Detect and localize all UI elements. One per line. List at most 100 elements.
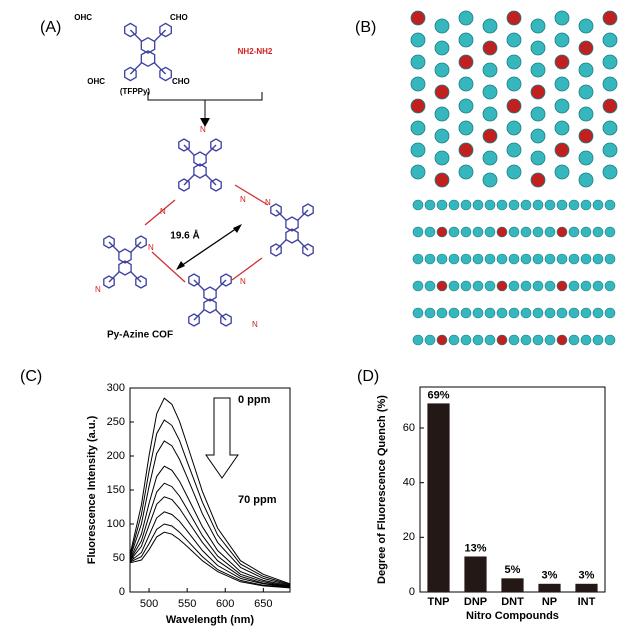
atom bbox=[578, 18, 594, 34]
atom bbox=[458, 164, 474, 180]
atom bbox=[434, 84, 450, 100]
atom bbox=[554, 120, 570, 136]
atom bbox=[484, 280, 496, 292]
atom bbox=[482, 106, 498, 122]
bond bbox=[193, 309, 205, 321]
ring bbox=[140, 50, 156, 68]
atom bbox=[410, 142, 426, 158]
atom bbox=[496, 280, 508, 292]
ring bbox=[103, 275, 115, 289]
bond bbox=[297, 209, 309, 221]
x-tick-label: 600 bbox=[216, 598, 234, 610]
atom bbox=[554, 76, 570, 92]
atom bbox=[602, 76, 618, 92]
atom bbox=[482, 18, 498, 34]
atom bbox=[592, 253, 604, 265]
ring bbox=[140, 36, 156, 54]
atom bbox=[472, 307, 484, 319]
atom bbox=[472, 226, 484, 238]
atom bbox=[410, 164, 426, 180]
atom-label: N bbox=[265, 198, 271, 207]
atom bbox=[544, 280, 556, 292]
scheme-text: CHO bbox=[170, 13, 188, 22]
atom bbox=[568, 253, 580, 265]
scheme-text: Py-Azine COF bbox=[107, 330, 173, 341]
atom-label: N bbox=[95, 285, 101, 294]
x-tick-label: DNP bbox=[464, 596, 487, 608]
atom bbox=[458, 98, 474, 114]
atom bbox=[544, 253, 556, 265]
atom bbox=[592, 226, 604, 238]
value-label: 3% bbox=[542, 570, 558, 582]
atom bbox=[530, 172, 546, 188]
atom bbox=[580, 307, 592, 319]
atom bbox=[604, 334, 616, 346]
atom bbox=[436, 253, 448, 265]
bar bbox=[575, 583, 598, 592]
y-tick-label: 150 bbox=[107, 484, 125, 496]
atom bbox=[530, 128, 546, 144]
atom bbox=[412, 334, 424, 346]
bar bbox=[538, 583, 561, 592]
atom bbox=[554, 10, 570, 26]
bond bbox=[215, 279, 227, 291]
atom bbox=[472, 199, 484, 211]
atom bbox=[460, 307, 472, 319]
atom bbox=[520, 334, 532, 346]
atom bbox=[424, 307, 436, 319]
atom bbox=[436, 307, 448, 319]
atom bbox=[556, 199, 568, 211]
atom bbox=[484, 307, 496, 319]
atom bbox=[508, 226, 520, 238]
atom bbox=[410, 10, 426, 26]
atom bbox=[580, 226, 592, 238]
ring bbox=[203, 286, 217, 302]
atom bbox=[532, 199, 544, 211]
atom bbox=[580, 253, 592, 265]
ring bbox=[270, 243, 282, 257]
bond bbox=[297, 239, 309, 251]
atom bbox=[520, 253, 532, 265]
bar bbox=[464, 556, 487, 592]
atom bbox=[448, 226, 460, 238]
atom bbox=[482, 84, 498, 100]
scheme-text: CHO bbox=[172, 77, 190, 86]
y-tick-label: 250 bbox=[107, 416, 125, 428]
atom-label: N bbox=[148, 243, 154, 252]
y-tick-label: 200 bbox=[107, 450, 125, 462]
atom bbox=[412, 253, 424, 265]
arrowhead bbox=[176, 224, 242, 270]
atom bbox=[472, 334, 484, 346]
atom bbox=[580, 334, 592, 346]
atom bbox=[520, 280, 532, 292]
atom bbox=[496, 199, 508, 211]
line-series bbox=[129, 496, 291, 588]
decoration bbox=[103, 10, 618, 346]
atom bbox=[410, 54, 426, 70]
line-series bbox=[129, 397, 291, 585]
atom bbox=[530, 62, 546, 78]
atom bbox=[554, 98, 570, 114]
y-axis-label: Fluorescence Intensity (a.u.) bbox=[86, 415, 98, 564]
atom bbox=[412, 280, 424, 292]
scheme-text: 19.6 Å bbox=[170, 229, 199, 242]
ring bbox=[210, 178, 222, 192]
atom bbox=[434, 40, 450, 56]
atom bbox=[554, 54, 570, 70]
y-tick-label: 40 bbox=[403, 477, 415, 489]
atom bbox=[568, 199, 580, 211]
atom bbox=[460, 199, 472, 211]
ring bbox=[135, 235, 147, 249]
y-tick-label: 50 bbox=[113, 552, 125, 564]
atom bbox=[424, 334, 436, 346]
bond bbox=[183, 144, 195, 156]
ring bbox=[203, 298, 217, 314]
atom bbox=[506, 98, 522, 114]
atom bbox=[434, 106, 450, 122]
atom bbox=[578, 84, 594, 100]
value-label: 3% bbox=[579, 570, 595, 582]
atom bbox=[482, 40, 498, 56]
bond bbox=[275, 239, 287, 251]
atom bbox=[506, 54, 522, 70]
